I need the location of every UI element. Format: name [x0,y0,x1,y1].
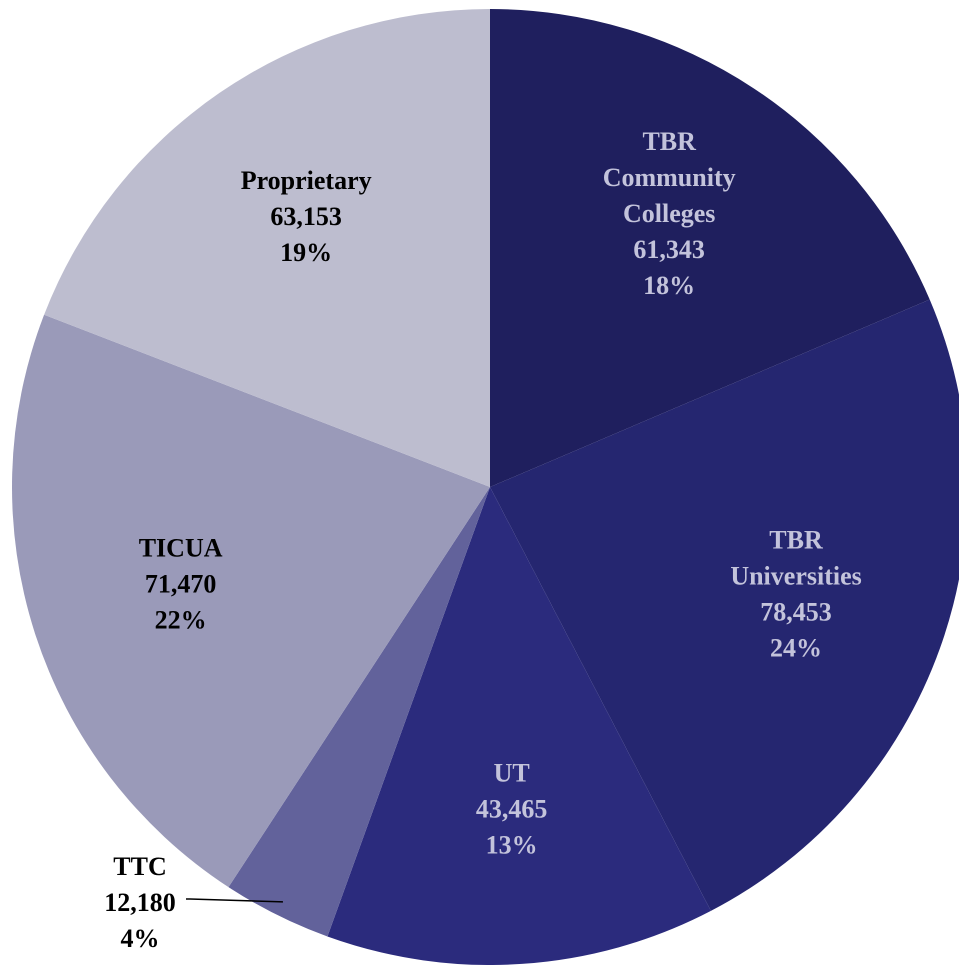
pie-slice [228,487,490,937]
category-label: Community [603,163,736,192]
category-label: Colleges [623,199,715,228]
value-label: 63,153 [270,202,342,231]
percent-label: 22% [155,606,207,635]
slice-label: TICUA 71,470 22% [139,534,223,635]
value-label: 61,343 [633,235,705,264]
category-label: TICUA [139,534,223,563]
pie-slice [44,9,490,487]
percent-label: 18% [643,271,695,300]
category-label: Proprietary [241,166,372,195]
value-label: 12,180 [104,888,176,917]
pie-slice [490,9,930,487]
percent-label: 19% [280,238,332,267]
percent-label: 13% [486,830,538,859]
value-label: 71,470 [145,570,217,599]
category-label: TBR [642,127,696,156]
slice-label: TTC 12,180 4% [104,852,176,953]
leader-line [186,898,283,903]
category-label: Universities [730,561,861,590]
slice-label: UT 43,465 13% [476,758,548,859]
slice-label: TBR Universities 78,453 24% [730,525,861,662]
category-label: TBR [769,525,823,554]
percent-label: 4% [121,924,160,953]
value-label: 43,465 [476,794,548,823]
category-label: UT [494,758,530,787]
slice-label: TBR Community Colleges 61,343 18% [603,127,736,300]
category-label: TTC [113,852,166,881]
value-label: 78,453 [760,597,832,626]
pie-slice [12,314,491,888]
percent-label: 24% [770,633,822,662]
slice-label: Proprietary 63,153 19% [241,166,372,267]
pie-slice [327,487,711,965]
pie-slice [490,299,959,911]
